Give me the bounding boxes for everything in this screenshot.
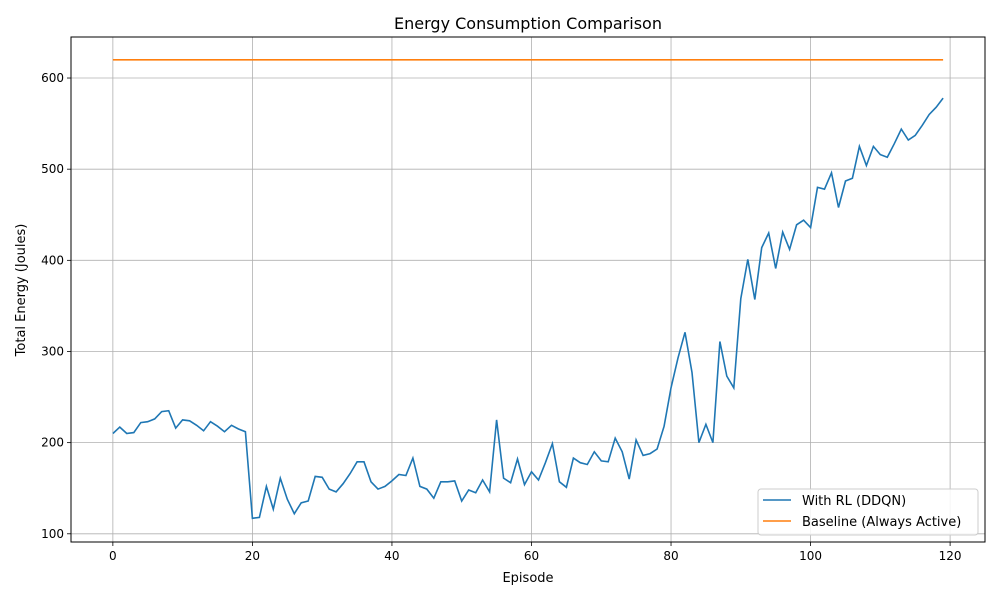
y-tick-label: 600 xyxy=(41,71,64,85)
x-axis-label: Episode xyxy=(502,571,553,586)
y-tick-label: 500 xyxy=(41,162,64,176)
y-axis-label: Total Energy (Joules) xyxy=(14,224,29,358)
legend-box xyxy=(757,488,979,536)
y-axis-ticks: 100 200 300 400 500 600 xyxy=(41,71,71,541)
plot-frame xyxy=(70,36,986,543)
x-tick-label: 100 xyxy=(799,549,822,563)
y-tick-label: 300 xyxy=(41,344,64,358)
y-tick-label: 200 xyxy=(41,436,64,450)
x-tick-label: 80 xyxy=(663,549,678,563)
x-tick-label: 60 xyxy=(524,549,539,563)
y-tick-label: 400 xyxy=(41,253,64,267)
legend: With RL (DDQN) Baseline (Always Active) xyxy=(757,488,979,536)
y-tick-label: 100 xyxy=(41,527,64,541)
series-lines xyxy=(112,58,944,520)
x-tick-label: 40 xyxy=(384,549,399,563)
x-axis-ticks: 0 20 40 60 80 100 120 xyxy=(109,542,962,563)
x-tick-label: 120 xyxy=(939,549,962,563)
legend-label-baseline: Baseline (Always Active) xyxy=(802,515,961,530)
x-tick-label: 0 xyxy=(109,549,117,563)
legend-label-rl: With RL (DDQN) xyxy=(802,494,906,509)
grid-lines xyxy=(71,37,985,542)
chart-title: Energy Consumption Comparison xyxy=(394,14,662,33)
series-line-rl xyxy=(112,97,944,520)
x-tick-label: 20 xyxy=(245,549,260,563)
